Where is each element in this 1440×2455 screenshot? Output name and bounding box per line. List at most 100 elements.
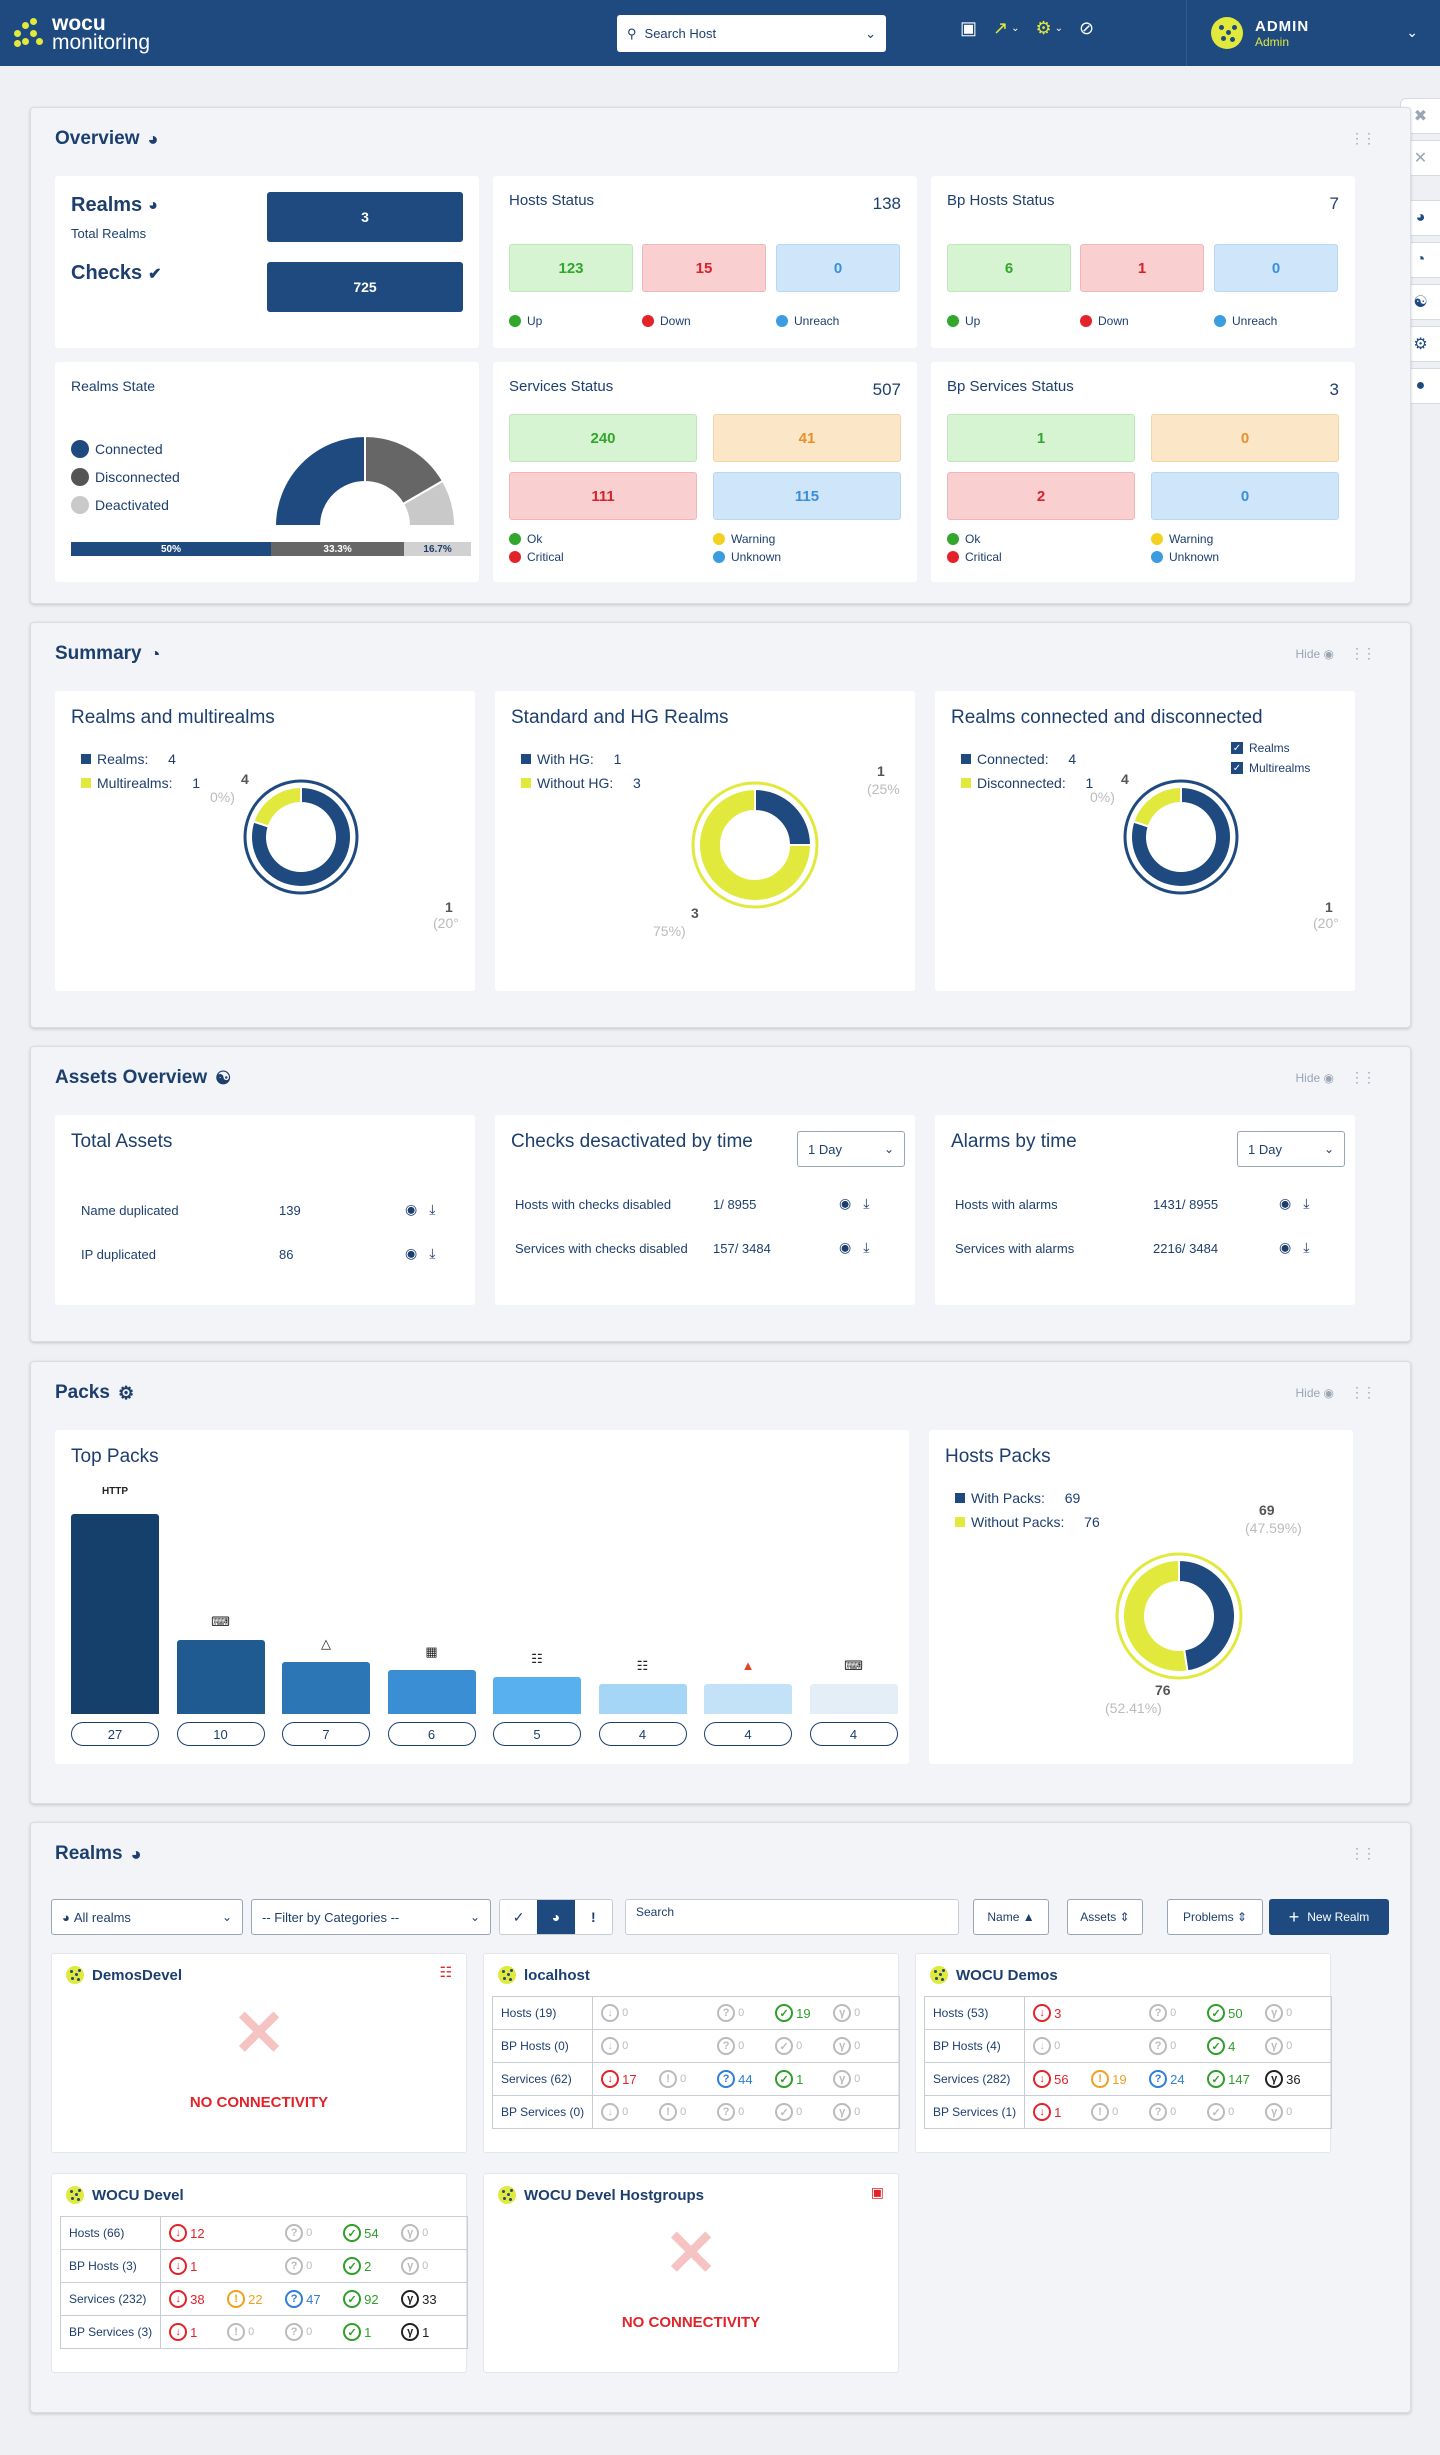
table-row[interactable]: Services (282) ↓ 56! 19? 24 ✓ 147 γ 36 xyxy=(923,2062,1333,2096)
status-count[interactable]: ✓ 147 xyxy=(1207,2070,1265,2088)
bp-hosts-down-box[interactable]: 1 xyxy=(1080,244,1204,292)
status-count[interactable]: ! 22 xyxy=(227,2290,285,2308)
status-count[interactable]: ? 0 xyxy=(1149,2037,1207,2055)
pack-bar[interactable] xyxy=(387,1669,476,1714)
status-count[interactable]: ✓ 0 xyxy=(1207,2103,1265,2121)
realm-card[interactable]: WOCU Devel Hosts (66) ↓ 12? 0 ✓ 54 γ 0 BP Hosts (… xyxy=(51,2173,469,2373)
status-count[interactable]: ? 0 xyxy=(285,2224,343,2242)
pack-count-label[interactable]: 5 xyxy=(493,1722,581,1746)
pack-count-label[interactable]: 7 xyxy=(282,1722,370,1746)
eye-icon[interactable]: ◉ xyxy=(405,1245,418,1261)
table-row[interactable]: BP Services (3) ↓ 1! 0? 0 ✓ 1 γ 1 xyxy=(59,2315,469,2349)
realm-card[interactable]: localhost Hosts (19) ↓ 0? 0 ✓ 19 γ 0 BP Hosts (0)… xyxy=(483,1953,901,2153)
download-icon[interactable]: ⤓ xyxy=(1303,1239,1310,1255)
pack-bar[interactable] xyxy=(176,1639,265,1714)
all-realms-select[interactable]: ◕ All realms ⌄ xyxy=(51,1899,243,1935)
pack-count-label[interactable]: 4 xyxy=(809,1722,898,1746)
status-count[interactable]: ? 44 xyxy=(717,2070,775,2088)
table-row[interactable]: BP Services (0) ↓ 0! 0? 0 ✓ 0 γ 0 xyxy=(491,2095,901,2129)
status-count[interactable]: ! 0 xyxy=(659,2070,717,2088)
status-count[interactable]: ✓ 92 xyxy=(343,2290,401,2308)
donut-slice-disconnected[interactable] xyxy=(1132,785,1182,828)
status-count[interactable]: ↓ 56 xyxy=(1033,2070,1091,2088)
table-row[interactable]: Services (62) ↓ 17! 0? 44 ✓ 1 γ 0 xyxy=(491,2062,901,2096)
table-row[interactable]: Hosts (53) ↓ 3? 0 ✓ 50 γ 0 xyxy=(923,1996,1333,2030)
table-row[interactable]: BP Hosts (4) ↓ 0? 0 ✓ 4 γ 0 xyxy=(923,2029,1333,2063)
drag-handle-icon[interactable]: ⋮⋮ xyxy=(1350,1845,1376,1861)
sort-name-button[interactable]: Name ▲ xyxy=(973,1899,1049,1935)
sort-problems-button[interactable]: Problems ⇕ xyxy=(1167,1899,1263,1935)
table-row[interactable]: Hosts (66) ↓ 12? 0 ✓ 54 γ 0 xyxy=(59,2216,469,2250)
donut-slice-realms[interactable] xyxy=(250,785,352,888)
checks-count-button[interactable]: 725 xyxy=(267,262,463,312)
download-icon[interactable]: ⤓ xyxy=(1303,1195,1310,1211)
wocu-logo[interactable]: wocu monitoring xyxy=(14,13,150,53)
checkbox-multirealms[interactable]: ✓ Multirealms xyxy=(1231,761,1311,775)
status-count[interactable]: ↓ 12 xyxy=(169,2224,227,2242)
hosts-unreach-box[interactable]: 0 xyxy=(776,244,900,292)
hide-toggle[interactable]: Hide ◉ xyxy=(1295,1386,1334,1400)
status-count[interactable]: ✓ 2 xyxy=(343,2257,401,2275)
status-count[interactable]: ? 0 xyxy=(717,2103,775,2121)
hide-toggle[interactable]: Hide ◉ xyxy=(1295,647,1334,661)
eye-icon[interactable]: ◉ xyxy=(839,1239,852,1255)
drag-handle-icon[interactable]: ⋮⋮ xyxy=(1350,1384,1376,1400)
status-count[interactable]: ? 47 xyxy=(285,2290,343,2308)
table-row[interactable]: BP Hosts (3) ↓ 1? 0 ✓ 2 γ 0 xyxy=(59,2249,469,2283)
bp-hosts-up-box[interactable]: 6 xyxy=(947,244,1071,292)
status-count[interactable]: ✓ 19 xyxy=(775,2004,833,2022)
hide-toggle[interactable]: Hide ◉ xyxy=(1295,1071,1334,1085)
realm-card[interactable]: WOCU Demos Hosts (53) ↓ 3? 0 ✓ 50 γ 0 BP Hosts (4… xyxy=(915,1953,1333,2153)
pack-count-label[interactable]: 6 xyxy=(387,1722,476,1746)
check-icon[interactable]: ✓ xyxy=(512,1908,525,1925)
bp-hosts-unreach-box[interactable]: 0 xyxy=(1214,244,1338,292)
pack-count-label[interactable]: 10 xyxy=(176,1722,265,1746)
checkbox-realms[interactable]: ✓ Realms xyxy=(1231,741,1290,755)
donut-slice-multirealms[interactable] xyxy=(252,785,302,828)
status-count[interactable]: ✓ 0 xyxy=(775,2037,833,2055)
status-count[interactable]: ↓ 1 xyxy=(1033,2103,1091,2121)
bp-services-critical-box[interactable]: 2 xyxy=(947,472,1135,520)
services-unknown-box[interactable]: 115 xyxy=(713,472,901,520)
status-count[interactable]: ↓ 17 xyxy=(601,2070,659,2088)
status-count[interactable]: ↓ 0 xyxy=(601,2004,659,2022)
table-row[interactable]: BP Hosts (0) ↓ 0? 0 ✓ 0 γ 0 xyxy=(491,2029,901,2063)
services-warning-box[interactable]: 41 xyxy=(713,414,901,462)
external-link-icon[interactable]: ↗ ⌄ xyxy=(993,18,1020,38)
status-count[interactable]: ↓ 0 xyxy=(1033,2037,1091,2055)
status-count[interactable]: ↓ 0 xyxy=(601,2103,659,2121)
hosts-down-box[interactable]: 15 xyxy=(642,244,766,292)
drag-handle-icon[interactable]: ⋮⋮ xyxy=(1350,1069,1376,1085)
status-count[interactable]: ↓ 0 xyxy=(601,2037,659,2055)
new-realm-button[interactable]: + New Realm xyxy=(1269,1899,1389,1935)
status-count[interactable]: ✓ 4 xyxy=(1207,2037,1265,2055)
table-row[interactable]: Services (232) ↓ 38! 22? 47 ✓ 92 γ 33 xyxy=(59,2282,469,2316)
status-count[interactable]: γ 36 xyxy=(1265,2070,1323,2088)
download-icon[interactable]: ⤓ xyxy=(863,1239,870,1255)
download-icon[interactable]: ⤓ xyxy=(429,1245,436,1261)
status-count[interactable]: ! 19 xyxy=(1091,2070,1149,2088)
donut-slice-without-hg[interactable] xyxy=(698,787,813,902)
donut-slice-with-hg[interactable] xyxy=(754,787,813,846)
status-count[interactable]: ? 0 xyxy=(717,2004,775,2022)
eye-icon[interactable]: ◉ xyxy=(405,1201,418,1217)
status-count[interactable]: ↓ 1 xyxy=(169,2323,227,2341)
services-ok-box[interactable]: 240 xyxy=(509,414,697,462)
realm-card[interactable]: WOCU Devel Hostgroups ▣ ✕ NO CONNECTIVITY xyxy=(483,2173,899,2373)
status-count[interactable]: ✓ 0 xyxy=(775,2103,833,2121)
status-count[interactable]: ? 0 xyxy=(1149,2103,1207,2121)
status-count[interactable]: γ 33 xyxy=(401,2290,459,2308)
status-count[interactable]: ! 0 xyxy=(227,2323,285,2341)
pack-bar[interactable] xyxy=(809,1684,898,1714)
status-count[interactable]: ? 0 xyxy=(285,2323,343,2341)
drag-handle-icon[interactable]: ⋮⋮ xyxy=(1350,130,1376,146)
bp-services-unknown-box[interactable]: 0 xyxy=(1151,472,1339,520)
bp-services-ok-box[interactable]: 1 xyxy=(947,414,1135,462)
